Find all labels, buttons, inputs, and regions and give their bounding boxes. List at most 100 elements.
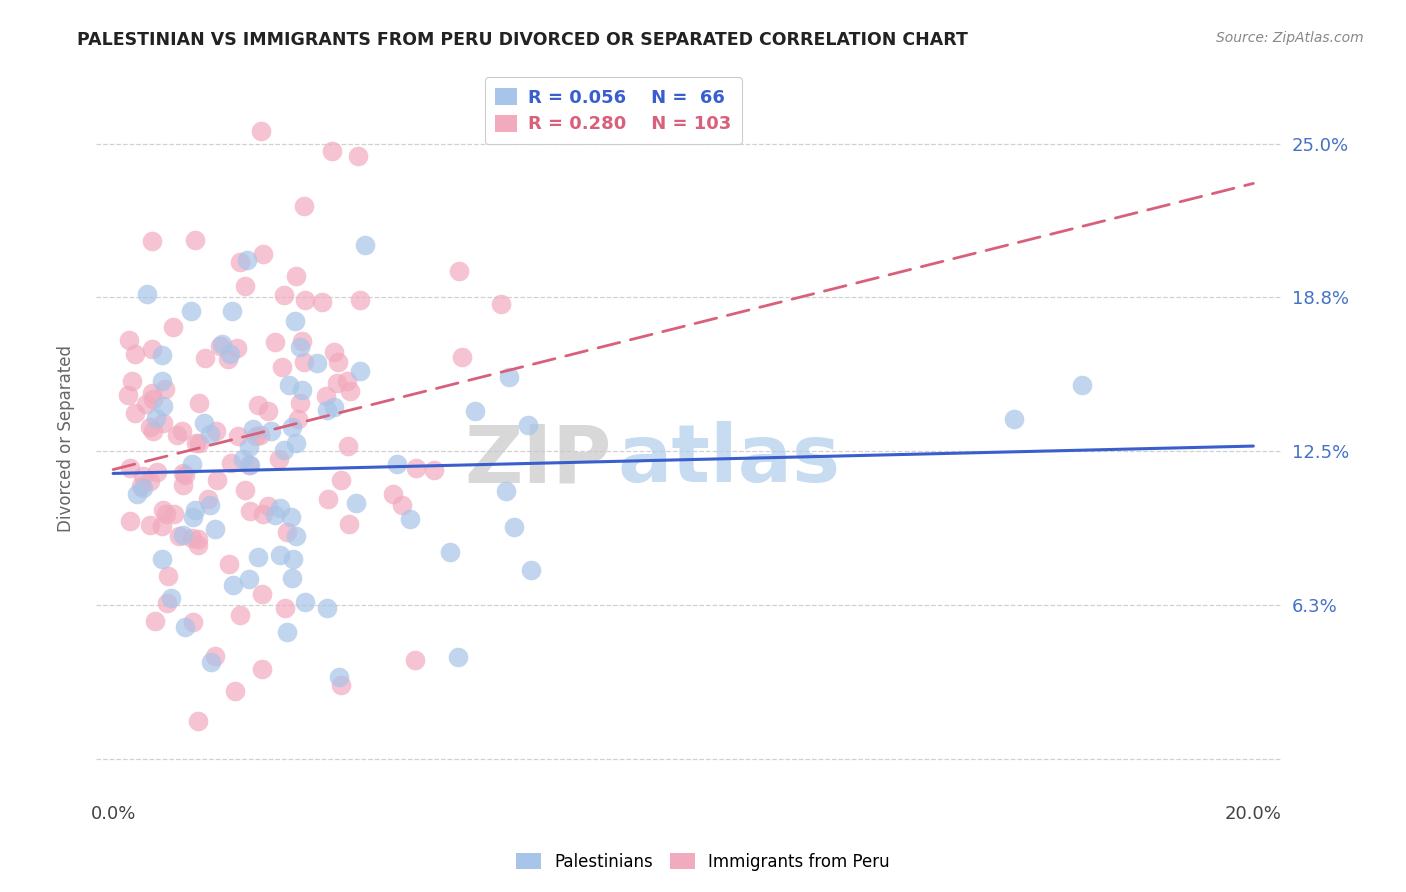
Point (156, 596, 179, 610)
Point (200, 655, 222, 669)
Point (451, 350, 474, 364)
Point (135, 397, 157, 411)
Point (162, 320, 184, 334)
Point (288, 341, 311, 355)
Point (305, 356, 328, 370)
Point (172, 466, 194, 480)
Point (229, 608, 252, 623)
Point (120, 514, 142, 528)
Point (187, 538, 209, 552)
Point (284, 529, 307, 543)
Point (139, 420, 162, 434)
Point (329, 473, 352, 487)
Point (316, 600, 339, 615)
Point (224, 683, 246, 698)
Point (520, 563, 543, 577)
Point (218, 347, 240, 361)
Point (288, 396, 311, 410)
Point (124, 347, 146, 361)
Point (194, 351, 217, 365)
Point (263, 508, 285, 523)
Point (181, 531, 204, 545)
Point (281, 552, 304, 566)
Point (170, 424, 193, 438)
Point (280, 420, 302, 434)
Point (145, 411, 167, 425)
Point (235, 252, 257, 267)
Point (326, 376, 349, 391)
Point (221, 303, 243, 318)
Point (187, 396, 209, 410)
Point (152, 417, 174, 431)
Point (152, 518, 174, 533)
Point (326, 355, 349, 369)
Point (246, 398, 269, 412)
Point (181, 457, 204, 471)
Point (152, 503, 174, 517)
Point (292, 355, 315, 369)
Point (233, 278, 256, 293)
Point (184, 436, 207, 450)
Point (252, 507, 274, 521)
Point (166, 427, 188, 442)
Point (155, 507, 177, 521)
Point (274, 600, 297, 615)
Point (292, 199, 315, 213)
Point (222, 578, 245, 592)
Point (204, 522, 226, 536)
Point (217, 352, 239, 367)
Point (174, 467, 197, 482)
Text: ZIP: ZIP (464, 421, 612, 500)
Legend: R = 0.056    N =  66, R = 0.280    N = 103: R = 0.056 N = 66, R = 0.280 N = 103 (485, 77, 742, 145)
Point (238, 458, 260, 472)
Point (187, 532, 209, 546)
Point (382, 487, 405, 501)
Point (211, 336, 233, 351)
Point (273, 443, 295, 458)
Y-axis label: Divorced or Separated: Divorced or Separated (58, 345, 75, 533)
Point (495, 483, 517, 498)
Point (142, 425, 165, 439)
Point (1071, 377, 1094, 392)
Point (498, 370, 520, 384)
Point (205, 424, 228, 438)
Point (316, 491, 339, 506)
Point (489, 296, 512, 310)
Point (163, 507, 186, 521)
Point (132, 481, 155, 495)
Point (219, 456, 242, 470)
Point (197, 492, 219, 507)
Point (250, 587, 273, 601)
Point (256, 403, 278, 417)
Point (294, 595, 316, 609)
Point (150, 348, 173, 362)
Point (141, 386, 163, 401)
Point (238, 572, 260, 586)
Point (157, 569, 180, 583)
Point (204, 648, 226, 663)
Point (311, 295, 333, 310)
Text: Source: ZipAtlas.com: Source: ZipAtlas.com (1216, 31, 1364, 45)
Point (180, 304, 202, 318)
Point (271, 359, 294, 374)
Point (135, 287, 157, 301)
Point (143, 615, 166, 629)
Point (228, 255, 250, 269)
Point (187, 714, 209, 729)
Point (399, 512, 422, 526)
Point (184, 234, 207, 248)
Point (125, 486, 148, 500)
Point (238, 440, 260, 454)
Point (391, 498, 413, 512)
Point (323, 344, 346, 359)
Point (124, 406, 146, 420)
Point (226, 341, 249, 355)
Point (167, 529, 190, 543)
Point (278, 378, 301, 392)
Point (209, 339, 232, 353)
Point (181, 510, 204, 524)
Point (387, 457, 409, 471)
Point (284, 436, 307, 450)
Point (1002, 412, 1025, 426)
Point (172, 528, 194, 542)
